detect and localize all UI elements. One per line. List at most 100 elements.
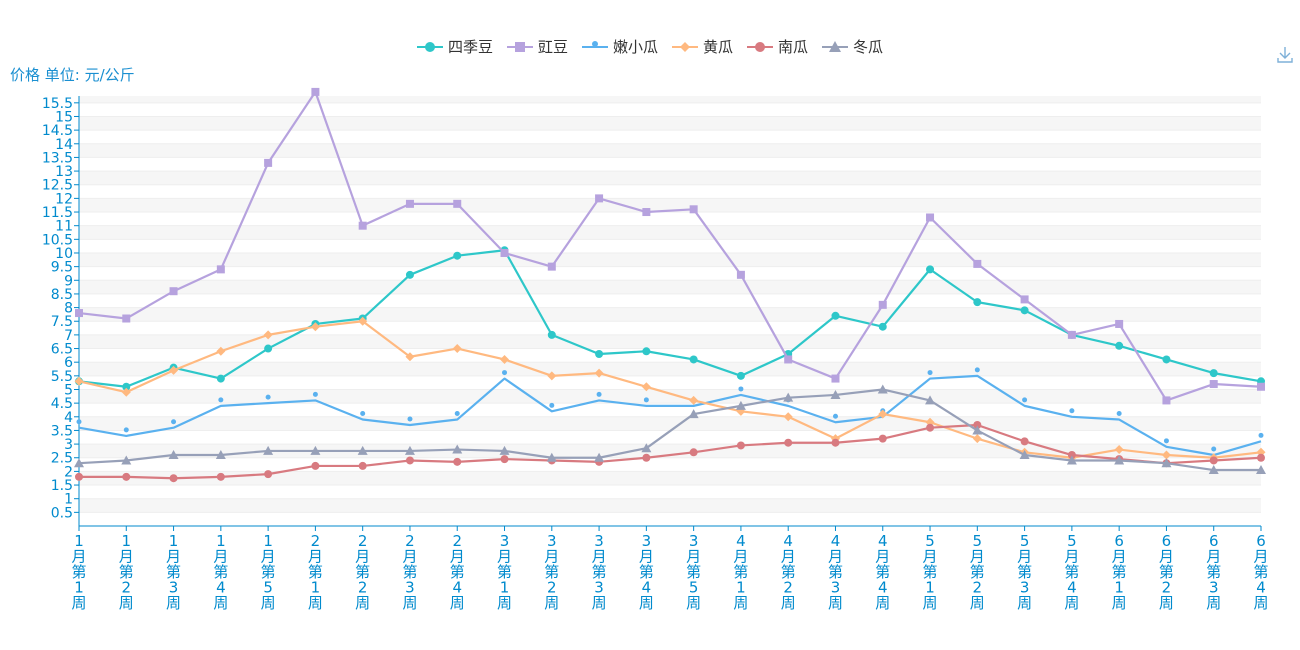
data-point-2-21 <box>1069 408 1075 414</box>
data-point-3-6 <box>358 316 368 326</box>
data-point-5-18 <box>925 395 936 405</box>
x-tick-label: 6 月第 1 周 <box>1112 532 1127 612</box>
series-line-0 <box>78 249 1262 388</box>
legend-item-5[interactable]: 冬瓜 <box>822 36 883 57</box>
y-tick-label: 12.5 <box>42 178 73 194</box>
grid-band <box>79 389 1261 404</box>
data-point-0-23 <box>1162 355 1171 364</box>
x-tick-label: 3 月第 2 周 <box>544 532 559 612</box>
y-tick-label: 8.5 <box>51 287 73 303</box>
data-point-3-15 <box>783 412 793 422</box>
x-tick-label: 5 月第 2 周 <box>970 532 985 612</box>
series-line-1 <box>78 90 1262 402</box>
download-icon[interactable] <box>1276 46 1294 64</box>
data-point-5-19 <box>972 425 983 435</box>
legend-item-2[interactable]: 嫩小瓜 <box>581 36 658 57</box>
series-line-5 <box>78 388 1261 472</box>
y-tick-label: 5 <box>64 382 73 398</box>
data-point-5-22 <box>1114 455 1125 465</box>
data-point-2-9 <box>502 370 508 376</box>
data-point-0-19 <box>973 298 982 307</box>
x-tick-label: 5 月第 4 周 <box>1064 532 1079 612</box>
grid-band <box>79 198 1261 213</box>
data-point-4-12 <box>642 453 651 462</box>
legend-symbol-icon <box>822 40 849 52</box>
data-point-5-2 <box>168 450 179 460</box>
x-tick-label: 2 月第 1 周 <box>308 532 323 612</box>
data-point-1-23 <box>1162 396 1171 405</box>
x-tick-label: 6 月第 4 周 <box>1253 532 1268 612</box>
data-point-3-22 <box>1114 445 1124 455</box>
data-point-2-6 <box>360 411 366 417</box>
legend-symbol-icon <box>506 41 533 52</box>
data-point-1-11 <box>595 194 604 203</box>
data-point-5-24 <box>1208 465 1219 475</box>
x-tick-label: 4 月第 1 周 <box>733 532 748 612</box>
data-point-1-22 <box>1115 319 1124 328</box>
y-tick-label: 4 <box>64 410 73 426</box>
data-point-3-23 <box>1161 450 1171 460</box>
x-tick-label: 5 月第 3 周 <box>1017 532 1032 612</box>
legend-item-1[interactable]: 豇豆 <box>506 36 568 57</box>
y-tick-label: 7.5 <box>51 314 73 330</box>
series-line-4 <box>79 423 1262 480</box>
data-point-5-10 <box>546 452 557 462</box>
legend-symbol-icon <box>747 41 774 52</box>
y-tick-label: 1.5 <box>51 478 73 494</box>
x-tick-label: 5 月第 1 周 <box>923 532 938 612</box>
x-tick-label: 4 月第 3 周 <box>828 532 843 612</box>
data-point-4-3 <box>216 472 225 481</box>
grid-band <box>79 280 1261 294</box>
data-point-0-13 <box>689 355 698 364</box>
data-point-5-16 <box>830 389 841 399</box>
data-point-0-24 <box>1209 369 1218 378</box>
y-tick-label: 11.5 <box>42 205 73 221</box>
data-point-2-19 <box>974 367 980 373</box>
x-tick-label: 1 月第 1 周 <box>71 532 86 612</box>
data-point-1-7 <box>405 199 414 208</box>
data-point-1-10 <box>547 262 556 271</box>
data-point-4-8 <box>453 457 462 466</box>
data-point-3-4 <box>263 330 273 340</box>
legend-item-4[interactable]: 南瓜 <box>747 36 808 57</box>
legend-item-3[interactable]: 黄瓜 <box>672 36 733 57</box>
y-tick-label: 4.5 <box>51 396 73 412</box>
data-point-5-15 <box>783 392 794 402</box>
data-point-0-12 <box>642 347 651 356</box>
data-point-1-5 <box>311 87 320 96</box>
x-tick-label: 2 月第 2 周 <box>355 532 370 612</box>
data-point-0-11 <box>595 350 604 358</box>
data-point-1-1 <box>122 314 131 323</box>
data-point-5-0 <box>74 458 84 468</box>
data-point-1-24 <box>1209 380 1218 389</box>
legend-label: 黄瓜 <box>703 38 734 56</box>
data-point-5-11 <box>594 452 605 462</box>
data-point-2-5 <box>312 391 318 397</box>
data-point-2-14 <box>738 386 744 392</box>
x-tick-label: 3 月第 4 周 <box>639 532 654 612</box>
x-tick-label: 6 月第 3 周 <box>1206 532 1221 612</box>
data-point-1-6 <box>358 221 367 230</box>
data-point-3-1 <box>121 387 131 397</box>
data-point-2-22 <box>1116 411 1122 417</box>
y-axis-unit-label: 价格 单位: 元/公斤 <box>10 66 135 84</box>
y-tick-label: 9 <box>64 273 73 289</box>
data-point-3-8 <box>452 344 462 354</box>
data-point-2-0 <box>76 419 82 425</box>
x-tick-label: 1 月第 3 周 <box>166 532 181 612</box>
data-point-3-3 <box>216 346 226 356</box>
data-point-1-19 <box>973 259 982 268</box>
data-point-4-17 <box>878 434 887 443</box>
grid-band <box>79 171 1261 185</box>
y-tick-label: 13.5 <box>42 150 73 166</box>
data-point-4-25 <box>1257 453 1265 462</box>
x-tick-label: 1 月第 5 周 <box>261 532 276 612</box>
data-point-1-18 <box>926 213 935 222</box>
y-tick-label: 3 <box>64 437 73 453</box>
y-tick-label: 5.5 <box>51 369 73 385</box>
grid-band <box>79 96 1261 103</box>
y-tick-label: 12 <box>55 191 73 207</box>
data-point-2-11 <box>596 391 602 397</box>
legend-item-0[interactable]: 四季豆 <box>416 36 493 57</box>
